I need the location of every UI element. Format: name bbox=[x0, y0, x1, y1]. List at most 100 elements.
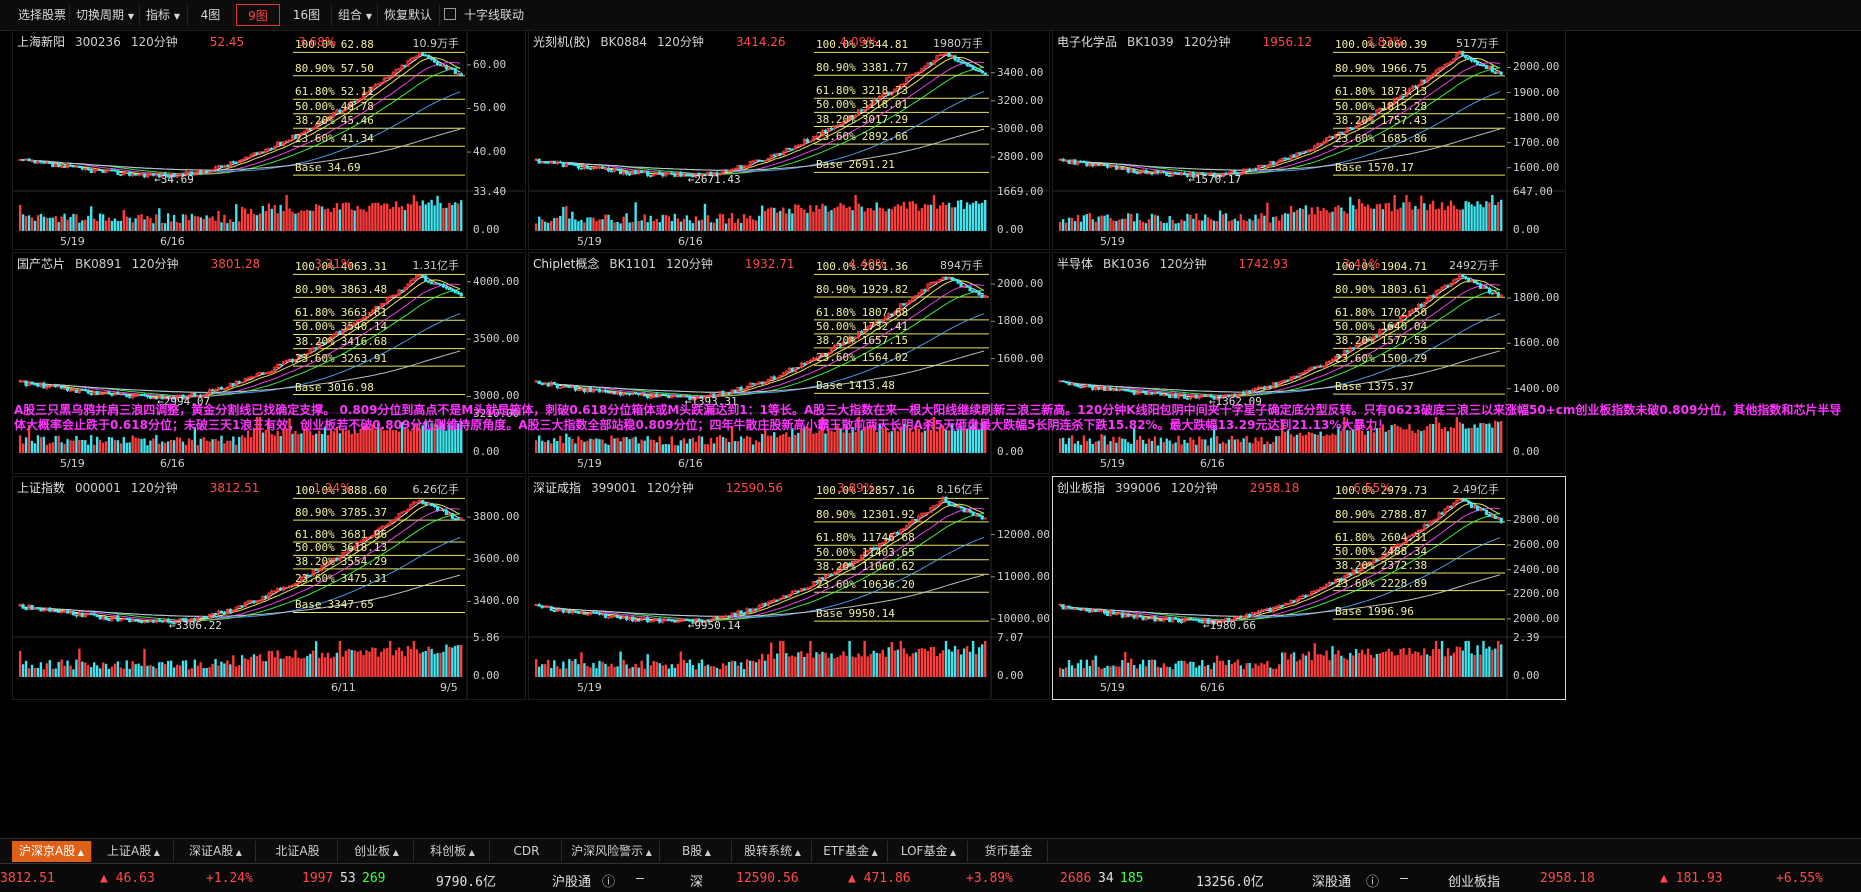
fib-ratio: 100.0% bbox=[1335, 484, 1375, 498]
chart-panel[interactable]: 100.0% 3544.81 80.90% 3381.77 61.80% 3218.73 5… bbox=[528, 30, 1050, 250]
kline-chart[interactable] bbox=[13, 253, 526, 474]
candle bbox=[899, 529, 903, 535]
kline-chart[interactable] bbox=[1053, 477, 1566, 700]
fib-level-label: 23.60% 2892.66 bbox=[816, 131, 908, 143]
volume-unit: 1980万手 bbox=[933, 37, 983, 50]
candle bbox=[796, 367, 800, 369]
fib-price: 34.69 bbox=[327, 161, 361, 175]
volume-bar bbox=[1491, 427, 1494, 453]
chart-panel[interactable]: 100.0% 3888.60 80.90% 3785.37 61.80% 3681.96 5… bbox=[12, 476, 526, 700]
layout-4-button[interactable]: 4图 bbox=[188, 4, 234, 26]
kline-chart[interactable] bbox=[529, 253, 1050, 474]
kline-chart[interactable] bbox=[529, 477, 1050, 700]
kline-chart[interactable] bbox=[1053, 31, 1566, 250]
market-tab[interactable]: 沪深京A股 ▲ bbox=[12, 841, 92, 862]
volume-bar bbox=[27, 425, 31, 453]
volume-bar bbox=[1497, 641, 1500, 677]
chart-panel[interactable]: 100.0% 2979.73 80.90% 2788.87 61.80% 2604.31 5… bbox=[1052, 476, 1566, 700]
candle bbox=[841, 564, 846, 569]
candle bbox=[193, 618, 197, 622]
layout-16-button[interactable]: 16图 bbox=[282, 4, 332, 26]
candle bbox=[706, 171, 710, 176]
market-tab[interactable]: B股 ▲ bbox=[662, 841, 732, 862]
volume-bar bbox=[1375, 653, 1379, 677]
question-icon[interactable]: ⓘ bbox=[602, 875, 616, 890]
candle bbox=[591, 167, 596, 170]
market-tab[interactable]: 创业板 ▲ bbox=[340, 841, 414, 862]
chart-panel[interactable]: 100.0% 1904.71 80.90% 1803.61 61.80% 1702.50 5… bbox=[1052, 252, 1566, 474]
restore-default-button[interactable]: 恢复默认 bbox=[378, 4, 440, 26]
candle bbox=[24, 380, 28, 387]
candle bbox=[1268, 161, 1272, 166]
period-label: 120分钟 bbox=[1159, 257, 1207, 271]
volume-bar bbox=[140, 214, 143, 231]
candle bbox=[89, 169, 93, 173]
change-percent: 4.40% bbox=[848, 257, 887, 271]
kline-chart[interactable] bbox=[1053, 253, 1566, 474]
volume-bar bbox=[433, 654, 436, 677]
volume-bar bbox=[568, 437, 571, 453]
candle bbox=[1407, 310, 1412, 317]
candle bbox=[418, 52, 422, 57]
volume-bar bbox=[1485, 648, 1488, 677]
candle bbox=[394, 517, 398, 521]
market-tab[interactable]: ETF基金 ▲ bbox=[814, 841, 888, 862]
candle bbox=[1470, 280, 1474, 283]
volume-bar bbox=[595, 668, 598, 677]
market-tab[interactable]: 深证A股 ▲ bbox=[176, 841, 256, 862]
candle bbox=[1218, 394, 1222, 399]
kline-chart[interactable] bbox=[13, 477, 526, 700]
crosshair-sync-checkbox[interactable] bbox=[444, 8, 456, 20]
chart-panel[interactable]: 100.0% 62.88 80.90% 57.50 61.80% 52.11 50.00% 4… bbox=[12, 30, 526, 250]
volume-bar bbox=[670, 220, 674, 231]
volume-bar bbox=[655, 218, 658, 231]
market-tab[interactable]: CDR bbox=[492, 841, 562, 862]
kline-chart[interactable] bbox=[13, 31, 526, 250]
volume-bar bbox=[24, 660, 28, 677]
volume-bar bbox=[125, 216, 128, 231]
arrow-left-icon: ← bbox=[687, 173, 695, 187]
candle bbox=[1493, 292, 1497, 294]
volume-bar bbox=[226, 223, 229, 231]
candle bbox=[1467, 500, 1471, 504]
candle bbox=[763, 603, 767, 606]
candle bbox=[376, 83, 380, 86]
combo-button[interactable]: 组合 ▼ bbox=[332, 4, 378, 26]
switch-period-button[interactable]: 切换周期 ▼ bbox=[70, 4, 140, 26]
volume-bar bbox=[1366, 204, 1370, 231]
market-tab[interactable]: 沪深风险警示 ▲ bbox=[564, 841, 660, 862]
volume-bar bbox=[1103, 435, 1106, 453]
chart-panel[interactable]: 100.0% 4063.31 80.90% 3863.48 61.80% 3663.61 5… bbox=[12, 252, 526, 474]
volume-bar bbox=[739, 436, 743, 453]
candle bbox=[1422, 524, 1426, 531]
chart-panel[interactable]: 100.0% 2051.36 80.90% 1929.82 61.80% 1807.68 5… bbox=[528, 252, 1050, 474]
candle bbox=[570, 386, 574, 389]
candle bbox=[1168, 175, 1172, 177]
volume-bar bbox=[1340, 655, 1343, 677]
volume-bar bbox=[980, 202, 984, 231]
question-icon[interactable]: ⓘ bbox=[1366, 875, 1380, 890]
candle bbox=[631, 391, 635, 395]
fib-price: 9950.14 bbox=[848, 607, 895, 621]
market-tab[interactable]: 北证A股 bbox=[258, 841, 338, 862]
market-tab[interactable]: 上证A股 ▲ bbox=[94, 841, 174, 862]
chart-panel[interactable]: 100.0% 2060.39 80.90% 1966.75 61.80% 1873.13 5… bbox=[1052, 30, 1566, 250]
candle bbox=[905, 302, 909, 306]
kline-chart[interactable] bbox=[529, 31, 1050, 250]
market-tab[interactable]: 科创板 ▲ bbox=[416, 841, 490, 862]
layout-9-button[interactable]: 9图 bbox=[236, 4, 280, 26]
volume-bar bbox=[688, 659, 692, 677]
market-tab[interactable]: LOF基金 ▲ bbox=[890, 841, 968, 862]
volume-bar bbox=[1387, 648, 1390, 677]
volume-bar bbox=[956, 429, 960, 453]
chart-panel[interactable]: 100.0% 12857.16 80.90% 12301.92 61.80% 11746.… bbox=[528, 476, 1050, 700]
volume-bar bbox=[276, 650, 279, 677]
market-tab[interactable]: 股转系统 ▲ bbox=[734, 841, 812, 862]
volume-bar bbox=[833, 658, 836, 677]
indicator-button[interactable]: 指标 ▼ bbox=[140, 4, 188, 26]
candle bbox=[1094, 163, 1098, 167]
volume-bar bbox=[155, 214, 158, 231]
volume-bar bbox=[1209, 219, 1213, 231]
select-stock-button[interactable]: 选择股票 bbox=[12, 4, 70, 26]
market-tab[interactable]: 货币基金 bbox=[970, 841, 1048, 862]
